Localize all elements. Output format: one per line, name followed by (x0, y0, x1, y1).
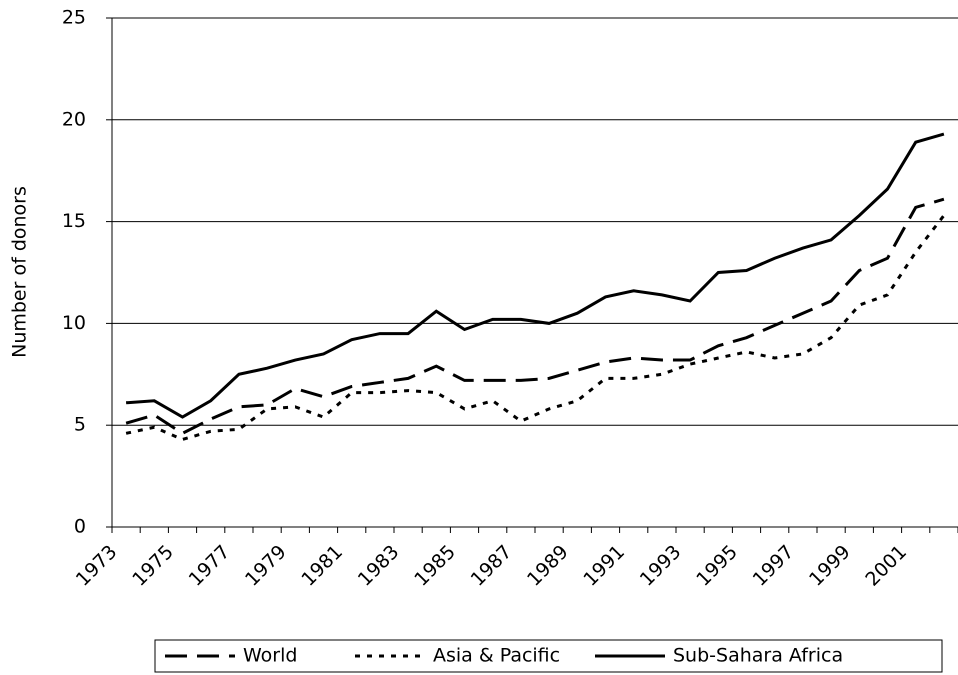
x-tick-label: 2001 (861, 541, 911, 591)
x-tick-label: 1999 (805, 541, 855, 591)
line (125, 197, 945, 436)
x-tick-label: 1991 (579, 541, 629, 591)
x-tick-label: 1997 (749, 541, 799, 591)
x-tick-label: 1987 (467, 541, 517, 591)
legend-label: Sub-Sahara Africa (673, 645, 843, 667)
x-tick-label: 1973 (72, 541, 122, 591)
x-tick-label: 1995 (692, 541, 742, 591)
y-tick-label: 10 (62, 312, 86, 334)
legend-box (154, 639, 943, 673)
x-tick-label: 1979 (241, 541, 291, 591)
y-tick-label: 5 (74, 414, 86, 436)
x-tick-label: 1977 (185, 541, 235, 591)
line (125, 132, 945, 419)
x-tick-label: 1989 (523, 541, 573, 591)
legend-label: Asia & Pacific (433, 645, 560, 667)
x-tick-label: 1993 (636, 541, 686, 591)
y-tick-label: 15 (62, 210, 86, 232)
x-tick-label: 1975 (128, 541, 178, 591)
line (125, 214, 946, 442)
x-tick-label: 1983 (354, 541, 404, 591)
legend-label: World (243, 645, 297, 667)
y-tick-label: 20 (62, 108, 86, 130)
x-tick-label: 1981 (297, 541, 347, 591)
y-tick-label: 25 (62, 7, 86, 29)
y-axis-label: Number of donors (9, 186, 31, 358)
y-tick-label: 0 (74, 516, 86, 538)
x-tick-label: 1985 (410, 541, 460, 591)
